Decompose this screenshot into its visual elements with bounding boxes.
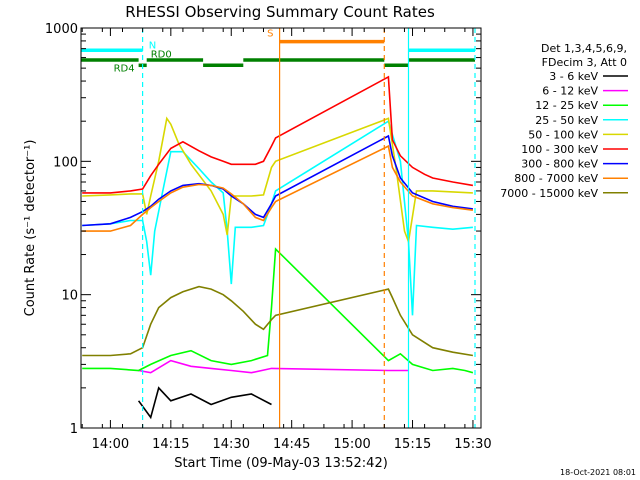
y-axis-label: Count Rate (s⁻¹ detector⁻¹) [23, 140, 38, 317]
legend-header-0: Det 1,3,4,5,6,9, [541, 42, 627, 55]
y-tick-label-1: 10 [61, 289, 78, 304]
x-tick-label-2: 14:30 [213, 437, 250, 452]
legend-label-4: 50 - 100 keV [528, 128, 598, 141]
x-tick-label-1: 14:15 [152, 437, 189, 452]
legend-label-6: 300 - 800 keV [521, 158, 598, 171]
legend-label-0: 3 - 6 keV [549, 70, 598, 83]
state-markers [142, 28, 476, 428]
date-stamp: 18-Oct-2021 08:01 [560, 468, 636, 477]
legend-label-3: 25 - 50 keV [535, 114, 598, 127]
state-bar-label-1: RD0 [151, 50, 172, 61]
legend-label-5: 100 - 300 keV [521, 143, 598, 156]
state-bar-label-0: N [149, 41, 156, 52]
legend-label-2: 12 - 25 keV [535, 99, 598, 112]
x-tick-label-4: 15:00 [333, 437, 370, 452]
series-line-2 [82, 247, 474, 374]
y-tick-label-0: 1 [70, 422, 78, 437]
legend-label-8: 7000 - 15000 keV [500, 187, 598, 200]
chart-title: RHESSI Observing Summary Count Rates [125, 3, 435, 21]
series-line-5 [82, 75, 474, 194]
legend-label-7: 800 - 7000 keV [514, 172, 598, 185]
x-axis-label: Start Time (09-May-03 13:52:42) [174, 456, 388, 471]
x-axis: 14:00 14:15 14:30 14:45 15:00 15:15 15:30 [81, 28, 492, 452]
y-tick-label-2: 100 [53, 155, 78, 170]
legend: Det 1,3,4,5,6,9,FDecim 3, Att 03 - 6 keV… [500, 42, 628, 200]
state-bar-label-3: S [267, 29, 273, 40]
legend-label-1: 6 - 12 keV [542, 85, 598, 98]
x-tick-label-5: 15:15 [394, 437, 431, 452]
y-tick-label-3: 1000 [45, 22, 78, 37]
x-tick-label-3: 14:45 [273, 437, 310, 452]
plot-frame [80, 27, 482, 429]
series-line-0 [137, 386, 272, 420]
series-line-6 [82, 134, 474, 227]
series-line-7 [82, 144, 474, 232]
series-line-1 [138, 359, 409, 374]
x-tick-label-0: 14:00 [92, 437, 129, 452]
plot-area [82, 75, 474, 420]
series-line-8 [82, 285, 474, 357]
legend-header-1: FDecim 3, Att 0 [542, 56, 627, 69]
state-bar-label-2: RD4 [114, 64, 135, 75]
x-tick-label-6: 15:30 [454, 437, 491, 452]
y-axis: 1 10 100 1000 [45, 22, 481, 437]
series-line-3 [82, 119, 473, 316]
